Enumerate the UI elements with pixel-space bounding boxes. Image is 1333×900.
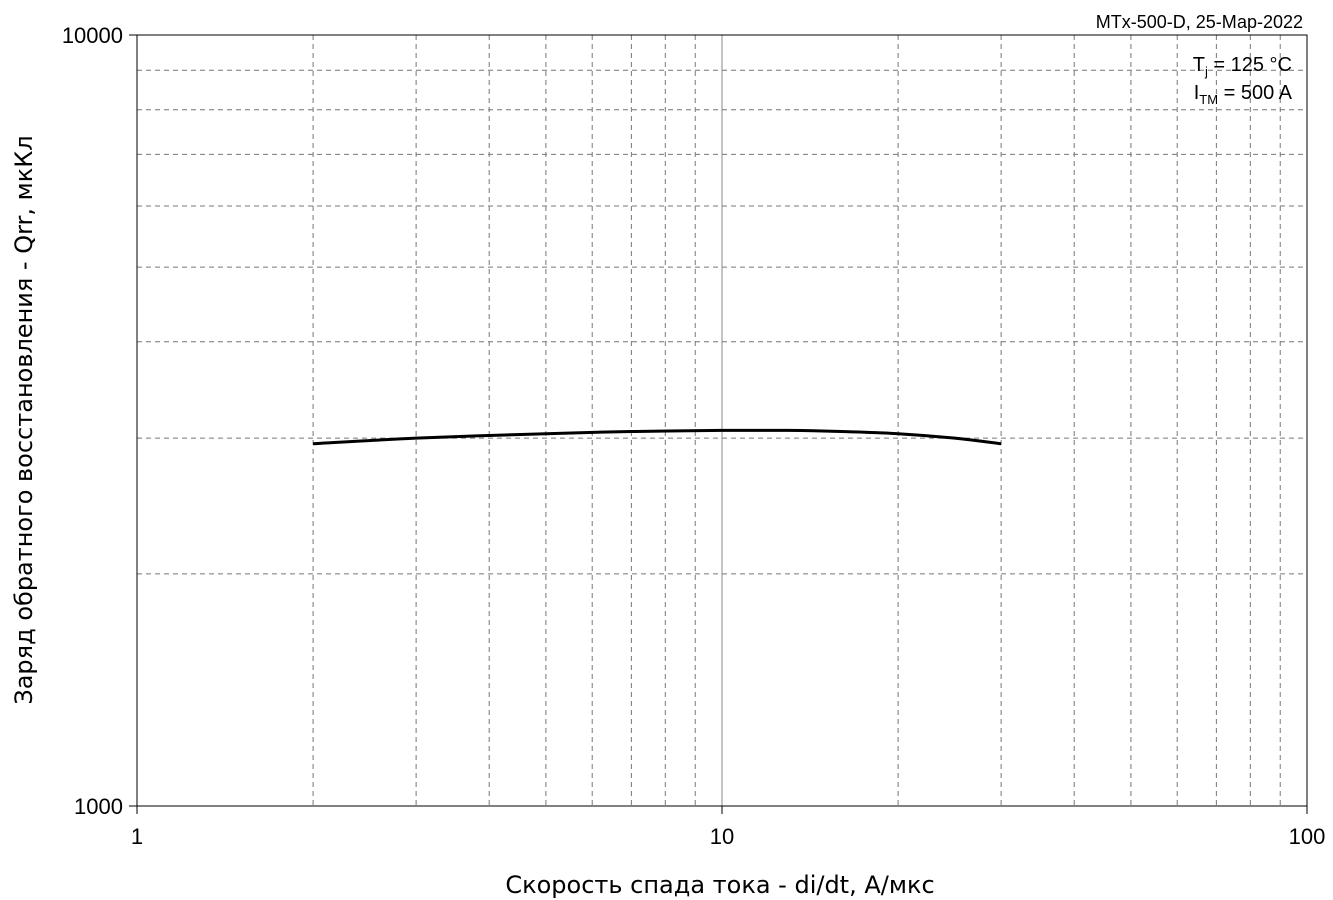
series-line [313, 428, 1002, 446]
condition-tj: Tj = 125 °C [1193, 54, 1292, 79]
x-tick-label: 100 [1289, 824, 1326, 849]
chart-watermark: MTx-500-D, 25-Мар-2022 [1096, 12, 1303, 32]
condition-itm: ITM = 500 A [1194, 82, 1293, 107]
grid [137, 35, 1307, 806]
axis-ticks: 1 10 100 1000 10000 [62, 23, 1326, 849]
y-tick-label: 10000 [62, 23, 123, 48]
series [313, 428, 1002, 446]
x-tick-label: 10 [710, 824, 734, 849]
y-axis-title: Заряд обратного восстановления - Qrr, мк… [10, 135, 38, 704]
x-axis-title: Скорость спада тока - di/dt, А/мкс [505, 871, 934, 899]
x-tick-label: 1 [131, 824, 143, 849]
y-tick-label: 1000 [74, 794, 123, 819]
